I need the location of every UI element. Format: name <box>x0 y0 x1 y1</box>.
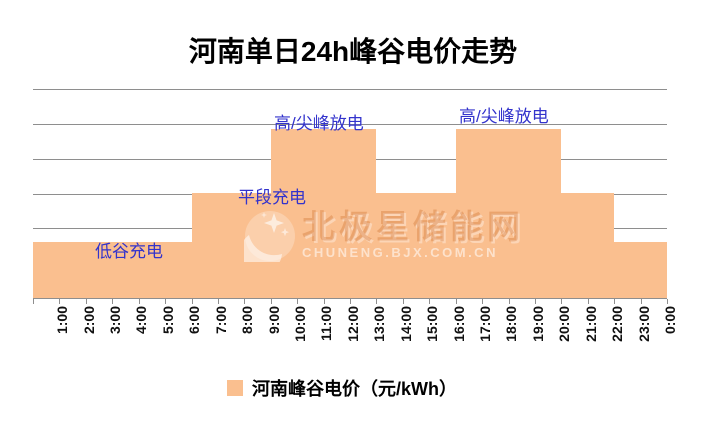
price-bar <box>429 193 456 298</box>
price-bar <box>456 129 482 298</box>
price-bar <box>59 242 86 298</box>
axis-tick <box>324 299 325 304</box>
x-tick-label: 20:00 <box>556 306 573 342</box>
axis-tick <box>376 299 377 304</box>
price-bar <box>588 193 614 298</box>
axis-tick <box>139 299 140 304</box>
price-bar <box>192 193 218 298</box>
price-bar <box>614 242 641 298</box>
x-tick-label: 14:00 <box>397 306 414 342</box>
axis-tick <box>667 299 668 304</box>
x-tick-label: 8:00 <box>239 306 256 335</box>
annotation-label: 高/尖峰放电 <box>274 114 364 133</box>
annotation-label: 高/尖峰放电 <box>459 107 549 126</box>
x-tick-label: 15:00 <box>424 306 441 342</box>
axis-tick <box>86 299 87 304</box>
axis-tick <box>165 299 166 304</box>
axis-tick <box>271 299 272 304</box>
x-tick-label: 10:00 <box>291 306 308 342</box>
axis-tick <box>509 299 510 304</box>
x-tick-label: 0:00 <box>661 306 678 335</box>
axis-tick <box>218 299 219 304</box>
x-tick-label: 23:00 <box>635 306 652 342</box>
x-tick-label: 17:00 <box>476 306 493 342</box>
x-tick-label: 19:00 <box>529 306 546 342</box>
annotation-label: 低谷充电 <box>95 242 163 261</box>
axis-tick <box>456 299 457 304</box>
price-bar <box>33 242 59 298</box>
price-bar <box>403 193 429 298</box>
x-tick-label: 11:00 <box>318 306 335 342</box>
price-bar <box>482 129 509 298</box>
axis-tick <box>112 299 113 304</box>
axis-tick <box>244 299 245 304</box>
price-bar <box>271 129 297 298</box>
axis-tick <box>561 299 562 304</box>
price-bar <box>218 193 244 298</box>
axis-tick <box>297 299 298 304</box>
axis-tick <box>350 299 351 304</box>
price-bar <box>324 129 350 298</box>
x-axis <box>33 298 668 304</box>
x-tick-label: 3:00 <box>107 306 124 335</box>
legend-swatch <box>227 380 243 396</box>
x-tick-label: 4:00 <box>133 306 150 335</box>
chart-title: 河南单日24h峰谷电价走势 <box>188 36 518 67</box>
axis-tick <box>59 299 60 304</box>
x-tick-label: 2:00 <box>80 306 97 335</box>
axis-tick <box>641 299 642 304</box>
plot-area <box>33 89 667 299</box>
price-bar <box>376 193 403 298</box>
annotation-label: 平段充电 <box>238 188 306 207</box>
price-bar <box>509 129 535 298</box>
axis-tick <box>482 299 483 304</box>
x-tick-label: 7:00 <box>212 306 229 335</box>
price-bar <box>165 242 192 298</box>
x-tick-label: 21:00 <box>582 306 599 342</box>
x-tick-label: 1:00 <box>54 306 71 335</box>
price-bar <box>112 242 139 298</box>
price-bar <box>297 129 324 298</box>
legend-label: 河南峰谷电价（元/kWh） <box>252 379 457 399</box>
axis-tick <box>33 299 34 304</box>
x-tick-label: 18:00 <box>503 306 520 342</box>
axis-tick <box>429 299 430 304</box>
x-tick-label: 6:00 <box>186 306 203 335</box>
price-bar <box>244 193 271 298</box>
x-tick-label: 9:00 <box>265 306 282 335</box>
axis-tick <box>614 299 615 304</box>
price-bar <box>641 242 667 298</box>
price-bar <box>561 193 588 298</box>
x-tick-label: 12:00 <box>344 306 361 342</box>
grid-line <box>33 124 667 125</box>
price-bar <box>350 129 376 298</box>
axis-tick <box>535 299 536 304</box>
axis-tick <box>403 299 404 304</box>
x-tick-label: 16:00 <box>450 306 467 342</box>
x-tick-label: 22:00 <box>608 306 625 342</box>
price-bar <box>139 242 165 298</box>
x-tick-label: 13:00 <box>371 306 388 342</box>
grid-line <box>33 89 667 90</box>
axis-tick <box>588 299 589 304</box>
price-bar <box>86 242 112 298</box>
price-bar <box>535 129 561 298</box>
axis-tick <box>192 299 193 304</box>
x-tick-label: 5:00 <box>159 306 176 335</box>
legend: 河南峰谷电价（元/kWh） <box>227 375 457 401</box>
